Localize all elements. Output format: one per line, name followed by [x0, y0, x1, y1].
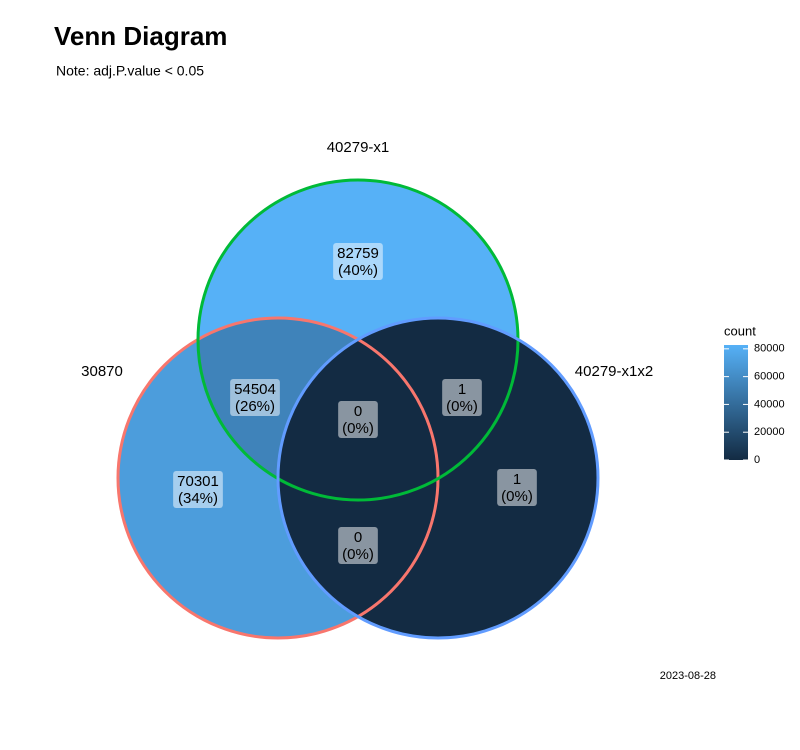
labels: 82759(40%)54504(26%) 0(0%)1(0%)70301(34%)…	[81, 139, 653, 564]
label-box	[338, 527, 378, 564]
region-percent: (0%)	[342, 546, 374, 563]
region-label: 1(0%)	[497, 469, 537, 506]
legend-tick-label: 40000	[754, 398, 785, 410]
label-box	[173, 471, 223, 508]
region-count: 1	[458, 381, 466, 398]
legend-title: count	[724, 323, 756, 338]
colorbar	[724, 345, 748, 460]
label-box	[333, 243, 383, 280]
legend: count 0 20000 40000 60000 80000	[724, 323, 785, 466]
region-label: 82759(40%)	[333, 243, 383, 280]
set-label: 40279-x1x2	[575, 363, 653, 380]
legend-tick-label: 60000	[754, 371, 785, 383]
region-label: 1(0%)	[442, 379, 482, 416]
set-label: 30870	[81, 363, 123, 380]
legend-tick-label: 0	[754, 454, 760, 466]
region-count: 0	[354, 529, 362, 546]
region-count: 54504	[234, 381, 276, 398]
region-label: 70301(34%)	[173, 471, 223, 508]
region-percent: (26%)	[235, 398, 275, 415]
set-outline	[276, 316, 600, 640]
region-label: 0(0%)	[338, 527, 378, 564]
legend-tick-label: 20000	[754, 426, 785, 438]
region-count: 0	[354, 403, 362, 420]
region-percent: (34%)	[178, 490, 218, 507]
set-label: 40279-x1	[327, 139, 390, 156]
region-count: 82759	[337, 245, 379, 262]
label-box	[230, 379, 280, 416]
region-count: 1	[513, 471, 521, 488]
label-box	[442, 379, 482, 416]
region-label: 54504(26%)	[230, 379, 280, 416]
region-percent: (0%)	[342, 420, 374, 437]
region-percent: (40%)	[338, 262, 378, 279]
region-percent: (0%)	[446, 398, 478, 415]
region-count: 70301	[177, 473, 219, 490]
label-box	[338, 401, 378, 438]
chart-title: Venn Diagram	[54, 21, 227, 51]
chart-subtitle: Note: adj.P.value < 0.05	[56, 63, 204, 79]
label-box	[497, 469, 537, 506]
legend-tick-label: 80000	[754, 343, 785, 355]
region-label: 0(0%)	[338, 401, 378, 438]
outlines	[116, 178, 600, 640]
chart-caption: 2023-08-28	[660, 670, 716, 682]
region-percent: (0%)	[501, 488, 533, 505]
